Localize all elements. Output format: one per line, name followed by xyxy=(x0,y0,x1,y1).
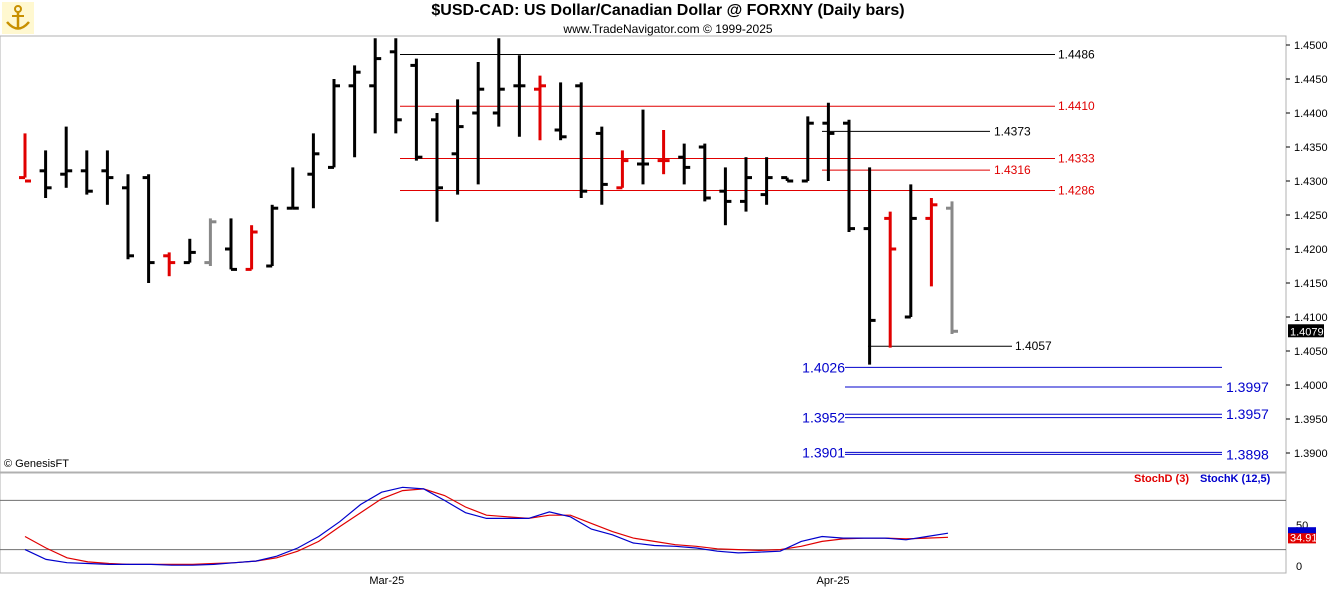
ohlc-bar xyxy=(863,167,876,365)
chart-subtitle: www.TradeNavigator.com © 1999-2025 xyxy=(563,22,773,36)
last-price-label: 1.4079 xyxy=(1290,326,1324,338)
ohlc-bar xyxy=(245,225,258,271)
ohlc-bar xyxy=(142,174,155,283)
ohlc-bar xyxy=(389,38,402,134)
price-tick-label: 1.4000 xyxy=(1294,380,1328,392)
level-label: 1.4333 xyxy=(1058,152,1095,166)
ohlc-bar xyxy=(719,167,732,226)
price-tick-label: 1.4150 xyxy=(1294,278,1328,290)
ohlc-bar xyxy=(822,102,835,181)
ohlc-bar xyxy=(225,218,237,271)
ohlc-bar xyxy=(80,150,93,195)
ohlc-bar xyxy=(575,82,588,198)
stoch-k-marker xyxy=(1288,527,1316,534)
ohlc-bar xyxy=(328,79,340,169)
ohlc-bar xyxy=(595,126,608,205)
ohlc-bar xyxy=(163,252,176,277)
ohlc-bar xyxy=(19,133,31,183)
legend-stochk: StochK (12,5) xyxy=(1200,473,1271,485)
level-label: 1.3997 xyxy=(1226,379,1269,395)
ohlc-bar xyxy=(637,109,649,185)
ohlc-bar xyxy=(946,201,958,334)
ohlc-bar xyxy=(925,198,938,287)
ohlc-bar xyxy=(616,150,629,190)
price-tick-label: 1.3950 xyxy=(1294,414,1328,426)
ohlc-bar xyxy=(204,218,217,266)
price-tick-label: 1.4200 xyxy=(1294,244,1328,256)
level-label: 1.4373 xyxy=(994,124,1031,138)
level-label: 1.4410 xyxy=(1058,99,1095,113)
level-label: 1.4286 xyxy=(1058,184,1095,198)
ohlc-bar xyxy=(307,133,320,209)
date-label: Apr-25 xyxy=(816,575,849,587)
legend-stochd: StochD (3) xyxy=(1134,473,1189,485)
ohlc-bar xyxy=(286,167,299,210)
stoch-last-label: 34.91 xyxy=(1290,532,1318,544)
copyright-text: © GenesisFT xyxy=(4,458,69,470)
ohlc-bar xyxy=(183,238,196,265)
price-tick-label: 1.4450 xyxy=(1294,74,1328,86)
stochastic-panel xyxy=(0,472,1287,574)
stoch-k-line xyxy=(24,486,949,566)
price-tick-label: 1.4350 xyxy=(1294,142,1328,154)
level-label: 1.3952 xyxy=(802,410,845,426)
price-tick-label: 1.4100 xyxy=(1294,312,1328,324)
level-label: 1.4057 xyxy=(1015,339,1052,353)
ohlc-bar xyxy=(122,174,134,260)
date-axis: Mar-25 Apr-25 xyxy=(369,575,849,587)
level-lines: 1.4486 1.4410 1.4373 1.4333 1.4316 1.4286 1.40… xyxy=(400,48,1269,462)
level-label: 1.3898 xyxy=(1226,446,1269,462)
ohlc-bar xyxy=(534,75,546,141)
anchor-logo-icon xyxy=(2,2,34,34)
ohlc-bar xyxy=(410,58,423,161)
stoch-d-line xyxy=(24,488,949,566)
ohlc-bar xyxy=(451,99,464,195)
ohlc-bar xyxy=(657,130,670,175)
price-tick-label: 1.4400 xyxy=(1294,108,1328,120)
last-price-box xyxy=(1288,324,1324,338)
ohlc-bar xyxy=(781,176,794,183)
ohlc-bar xyxy=(266,204,279,268)
ohlc-bar xyxy=(39,150,52,198)
price-tick-label: 1.3900 xyxy=(1294,448,1328,460)
ohlc-bar xyxy=(843,119,855,232)
level-label: 1.3901 xyxy=(802,444,845,460)
stoch-tick-label: 0 xyxy=(1296,561,1302,573)
date-label: Mar-25 xyxy=(369,575,404,587)
level-label: 1.4486 xyxy=(1058,48,1095,62)
price-tick-label: 1.4250 xyxy=(1294,210,1328,222)
ohlc-bar xyxy=(740,157,752,212)
ohlc-bar xyxy=(904,184,917,319)
stoch-last-box xyxy=(1288,530,1316,544)
price-tick-label: 1.4500 xyxy=(1294,40,1328,52)
level-label: 1.4026 xyxy=(802,359,845,375)
ohlc-bar xyxy=(431,113,443,222)
ohlc-bar xyxy=(760,157,773,205)
price-tick-label: 1.4050 xyxy=(1294,346,1328,358)
price-bars xyxy=(19,38,958,365)
ohlc-bar xyxy=(698,143,711,202)
level-label: 1.4316 xyxy=(994,163,1031,177)
ohlc-bar xyxy=(348,65,361,158)
price-tick-label: 1.4300 xyxy=(1294,176,1328,188)
ohlc-bar xyxy=(678,143,691,185)
price-panel xyxy=(0,35,1287,473)
ohlc-bar xyxy=(369,38,382,134)
chart-title: $USD-CAD: US Dollar/Canadian Dollar @ FO… xyxy=(431,2,905,19)
level-label: 1.3957 xyxy=(1226,406,1269,422)
ohlc-bar xyxy=(101,150,114,205)
ohlc-bar xyxy=(801,116,814,183)
ohlc-bar xyxy=(472,62,485,185)
ohlc-bar xyxy=(884,211,897,348)
ohlc-bar xyxy=(492,38,505,127)
ohlc-bar xyxy=(513,55,526,137)
price-axis: 1.4500 1.4450 1.4400 1.4350 1.4300 1.4250 1.42… xyxy=(1286,40,1328,460)
ohlc-bar xyxy=(554,82,567,141)
ohlc-bar xyxy=(60,126,73,188)
